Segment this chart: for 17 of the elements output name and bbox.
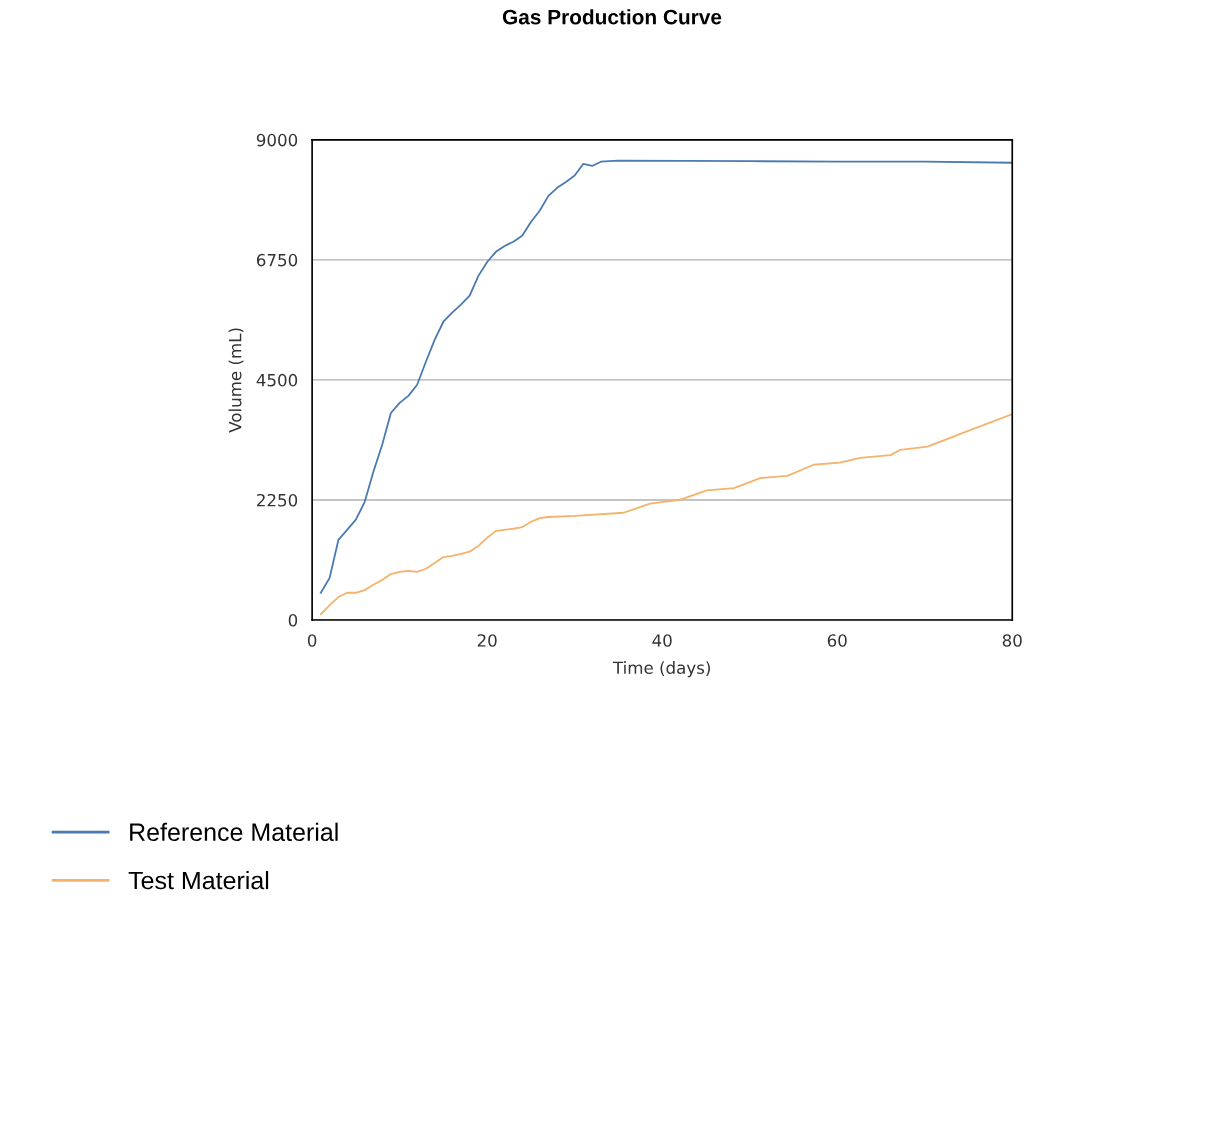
x-tick-label: 20 bbox=[477, 634, 497, 647]
legend-label: Test Material bbox=[128, 871, 269, 890]
chart-title: Gas Production Curve bbox=[502, 9, 722, 25]
y-tick-label: 2250 bbox=[257, 493, 298, 507]
y-tick-label: 9000 bbox=[256, 133, 298, 147]
x-axis-title: Time (days) bbox=[612, 661, 710, 678]
x-tick-label: 80 bbox=[1002, 634, 1022, 647]
line-series bbox=[319, 159, 1013, 594]
line-series bbox=[319, 413, 1013, 616]
y-tick-label: 4500 bbox=[256, 373, 298, 387]
y-tick-label: 6750 bbox=[256, 253, 298, 267]
y-axis-title: Volume (mL) bbox=[228, 328, 244, 433]
legend-label: Reference Material bbox=[130, 822, 338, 842]
y-tick-label: 0 bbox=[288, 613, 298, 627]
x-tick-label: 40 bbox=[652, 634, 672, 647]
x-tick-label: 0 bbox=[307, 634, 317, 647]
x-tick-label: 60 bbox=[827, 634, 847, 647]
